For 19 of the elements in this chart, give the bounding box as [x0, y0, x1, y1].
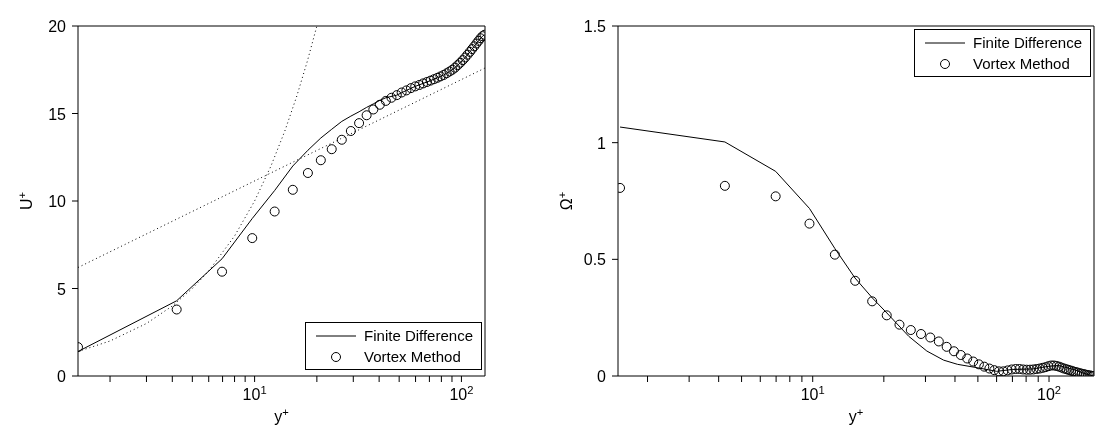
- y-tick-label: 1: [597, 134, 607, 152]
- x-tick-label: 10$^{1}$: [800, 384, 825, 403]
- legend-label: Finite Difference: [364, 327, 473, 344]
- y-tick-label: 0: [597, 368, 607, 385]
- legend-label: Finite Difference: [973, 34, 1082, 51]
- x-axis-title: y$^{+}$: [274, 406, 289, 425]
- x-tick-label: 10$^{2}$: [449, 384, 474, 403]
- x-tick-label: 10$^{2}$: [1037, 384, 1062, 403]
- y-tick-label: 1.5: [583, 18, 607, 35]
- legend-label: Vortex Method: [973, 55, 1070, 72]
- y-tick-label: 10: [48, 193, 67, 210]
- y-tick-label: 5: [57, 280, 67, 298]
- legend-label: Vortex Method: [364, 348, 461, 365]
- y-tick-label: 0: [57, 368, 67, 385]
- y-tick-label: 15: [48, 105, 67, 123]
- x-tick-label: 10$^{1}$: [242, 384, 267, 403]
- y-tick-label: 20: [48, 18, 67, 35]
- y-tick-label: 0.5: [583, 251, 607, 269]
- x-axis-title: y$^{+}$: [848, 406, 864, 425]
